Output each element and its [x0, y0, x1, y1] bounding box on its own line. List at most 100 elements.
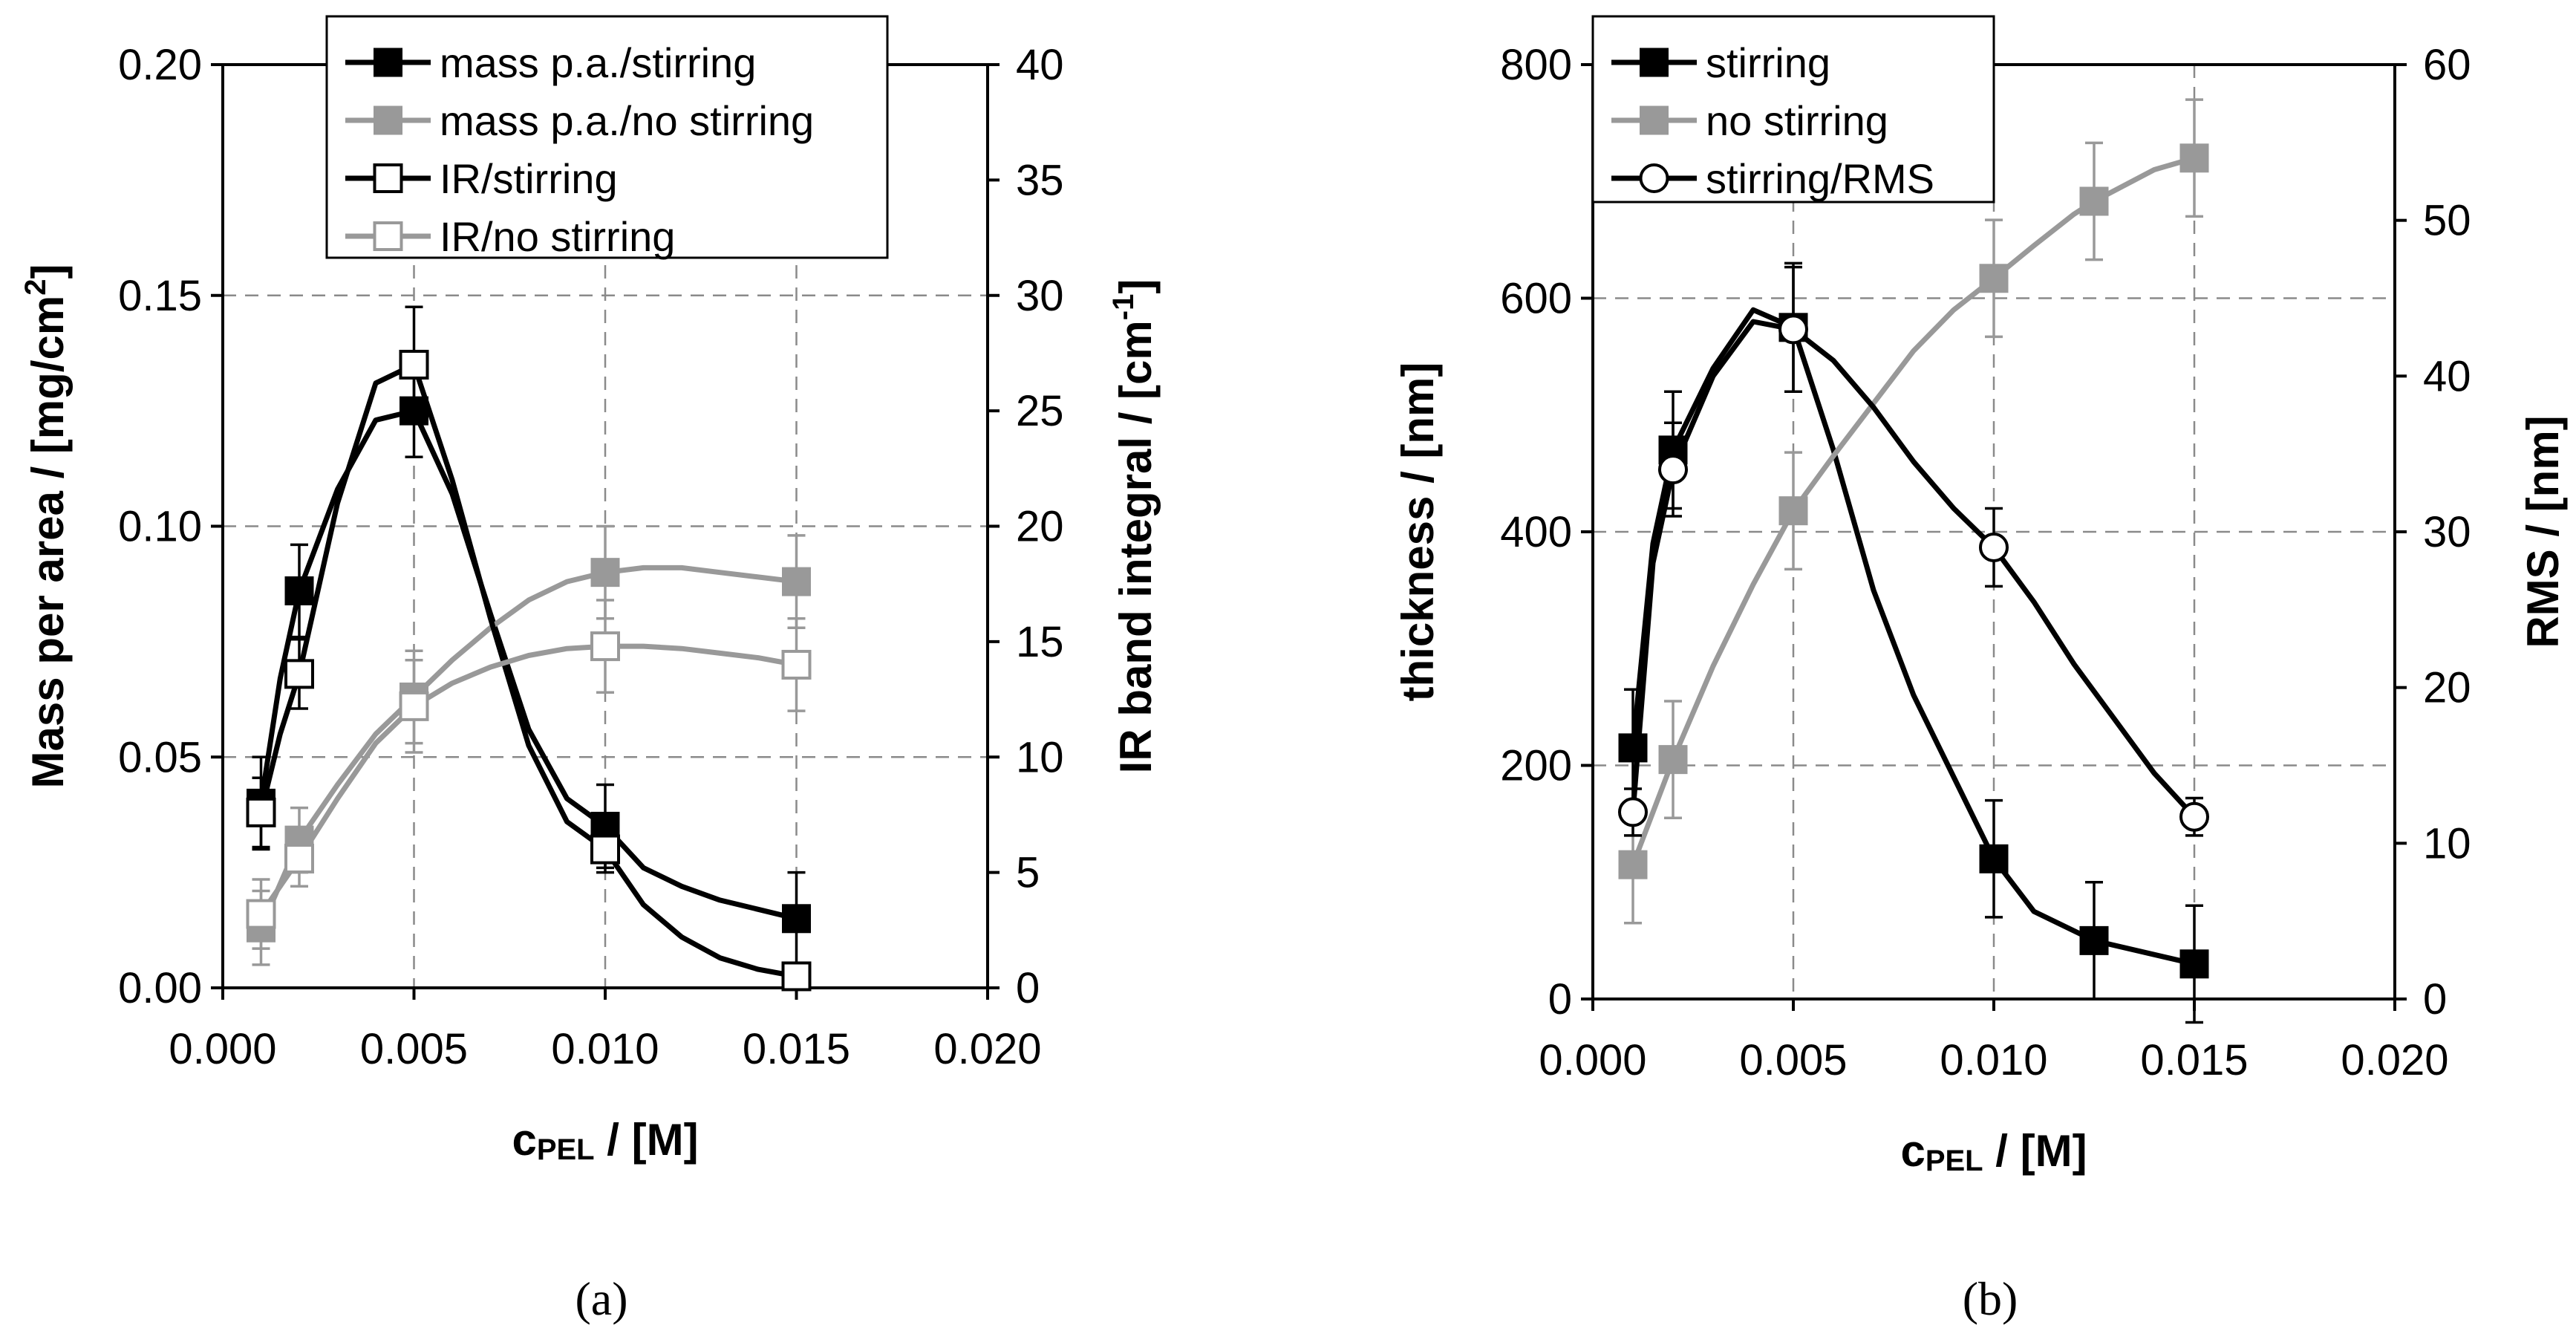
data-point: [1979, 264, 2009, 293]
series-line: [258, 564, 799, 931]
series-a-2: [246, 305, 812, 992]
y-right-label-end: ]: [1111, 279, 1161, 294]
y-right-tick-label-b: 40: [2423, 352, 2471, 400]
data-point: [246, 797, 276, 827]
legend-label: IR/no stirring: [440, 213, 675, 260]
y-right-tick-label-a: 10: [1016, 733, 1064, 781]
data-point: [1618, 850, 1648, 879]
legend-marker: [1640, 48, 1669, 77]
y-right-axis-label-a: IR band integral / [cm-1]: [1107, 279, 1161, 774]
x-tick-label-a: 0.000: [169, 1025, 276, 1073]
x-tick-label-b: 0.015: [2140, 1036, 2248, 1084]
legend-a: mass p.a./stirring mass p.a./no stirring I…: [325, 15, 889, 260]
data-point: [2179, 143, 2209, 173]
y-right-tick-label-b: 50: [2423, 197, 2471, 245]
y-right-label-text: IR band integral / [cm: [1111, 320, 1161, 773]
y-left-tick-label-b: 400: [1500, 508, 1572, 556]
legend-marker: [373, 163, 403, 193]
series-line: [1630, 307, 2197, 967]
x-axis-label-main: c: [1900, 1126, 1925, 1176]
x-axis-label-rest: / [M]: [595, 1115, 699, 1165]
data-point: [2179, 949, 2209, 979]
x-tick-label-b: 0.005: [1739, 1036, 1847, 1084]
data-point: [2079, 186, 2109, 216]
data-point: [284, 576, 314, 606]
legend-label: mass p.a./stirring: [440, 39, 756, 86]
series-a-3: [246, 599, 812, 950]
x-axis-label-rest: / [M]: [1983, 1126, 2087, 1176]
series-a-0: [247, 363, 811, 966]
y-left-tick-label-b: 0: [1548, 975, 1572, 1024]
data-point: [1979, 532, 2009, 562]
y-left-axis-label-a: Mass per area / [mg/cm2]: [19, 264, 73, 789]
y-right-label-sup: -1: [1107, 294, 1140, 321]
y-right-tick-label-a: 5: [1016, 849, 1040, 897]
legend-marker: [1640, 105, 1669, 135]
x-axis-label-sub: PEL: [537, 1133, 595, 1166]
data-point: [590, 834, 620, 865]
y-left-tick-label-a: 0.00: [118, 964, 202, 1012]
data-point: [782, 904, 811, 934]
x-tick-label-b: 0.020: [2341, 1036, 2448, 1084]
data-point: [1658, 455, 1688, 485]
x-tick-label-b: 0.010: [1940, 1036, 2047, 1084]
y-right-tick-label-a: 30: [1016, 272, 1064, 320]
series-line: [258, 643, 799, 917]
y-right-tick-label-b: 0: [2423, 975, 2447, 1024]
y-left-label-text: thickness / [nm]: [1393, 362, 1443, 702]
y-right-tick-label-a: 20: [1016, 503, 1064, 551]
legend-label: stirring: [1706, 39, 1830, 86]
y-right-tick-label-a: 15: [1016, 618, 1064, 666]
series-line: [1630, 155, 2197, 868]
x-axis-label-main: c: [512, 1115, 536, 1165]
legend-label: mass p.a./no stirring: [440, 97, 814, 144]
legend-marker: [373, 221, 403, 251]
y-left-tick-label-b: 600: [1500, 275, 1572, 323]
y-right-tick-label-a: 35: [1016, 156, 1064, 204]
data-point: [781, 961, 812, 992]
data-point: [782, 567, 811, 596]
data-point: [1618, 733, 1648, 763]
data-point: [246, 899, 276, 929]
x-tick-label-a: 0.010: [551, 1025, 659, 1073]
legend-b: stirring no stirring stirring/RMS: [1591, 15, 1995, 204]
chart-panel-b: 0 200 400 600 800 0 10 20 30 40 50 60 0.000 0.005 0.01…: [1393, 15, 2568, 1325]
x-axis-label-b: cPEL / [M]: [1900, 1126, 2087, 1177]
data-point: [399, 349, 429, 380]
data-point: [1658, 745, 1688, 775]
legend-label: IR/stirring: [440, 155, 618, 202]
y-left-axis-label-b: thickness / [nm]: [1393, 362, 1443, 702]
series-b-1: [1618, 98, 2209, 925]
series-line: [258, 408, 799, 922]
data-point: [1618, 797, 1648, 827]
y-left-tick-label-b: 200: [1500, 742, 1572, 790]
legend-label: stirring/RMS: [1706, 155, 1934, 202]
series-line: [258, 362, 799, 979]
x-axis-label-a: cPEL / [M]: [512, 1115, 698, 1166]
data-point: [1778, 314, 1808, 345]
series-b-0: [1618, 261, 2209, 1024]
y-left-label-sup: 2: [19, 279, 52, 296]
series-line: [1630, 319, 2197, 820]
y-right-axis-label-b: RMS / [nm]: [2518, 415, 2568, 648]
data-point: [1979, 844, 2009, 873]
y-right-label-text: RMS / [nm]: [2518, 415, 2568, 648]
legend-box: [325, 15, 889, 259]
data-point: [590, 631, 620, 662]
x-tick-label-b: 0.000: [1539, 1036, 1646, 1084]
x-tick-label-a: 0.020: [933, 1025, 1041, 1073]
data-point: [284, 659, 314, 689]
y-left-label-text: Mass per area / [mg/cm: [23, 296, 73, 789]
y-right-tick-label-a: 40: [1016, 41, 1064, 89]
panel-caption-b: (b): [1963, 1272, 2018, 1325]
y-right-tick-label-a: 25: [1016, 387, 1064, 435]
series-b-2: [1618, 265, 2209, 837]
legend-marker: [1639, 163, 1669, 193]
legend-marker: [374, 48, 402, 77]
panel-caption-a: (a): [575, 1272, 627, 1325]
data-point: [2079, 925, 2109, 955]
data-point: [2179, 801, 2209, 832]
y-right-tick-label-b: 20: [2423, 664, 2471, 712]
y-right-tick-label-a: 0: [1016, 964, 1040, 1012]
y-left-tick-label-b: 800: [1500, 41, 1572, 89]
